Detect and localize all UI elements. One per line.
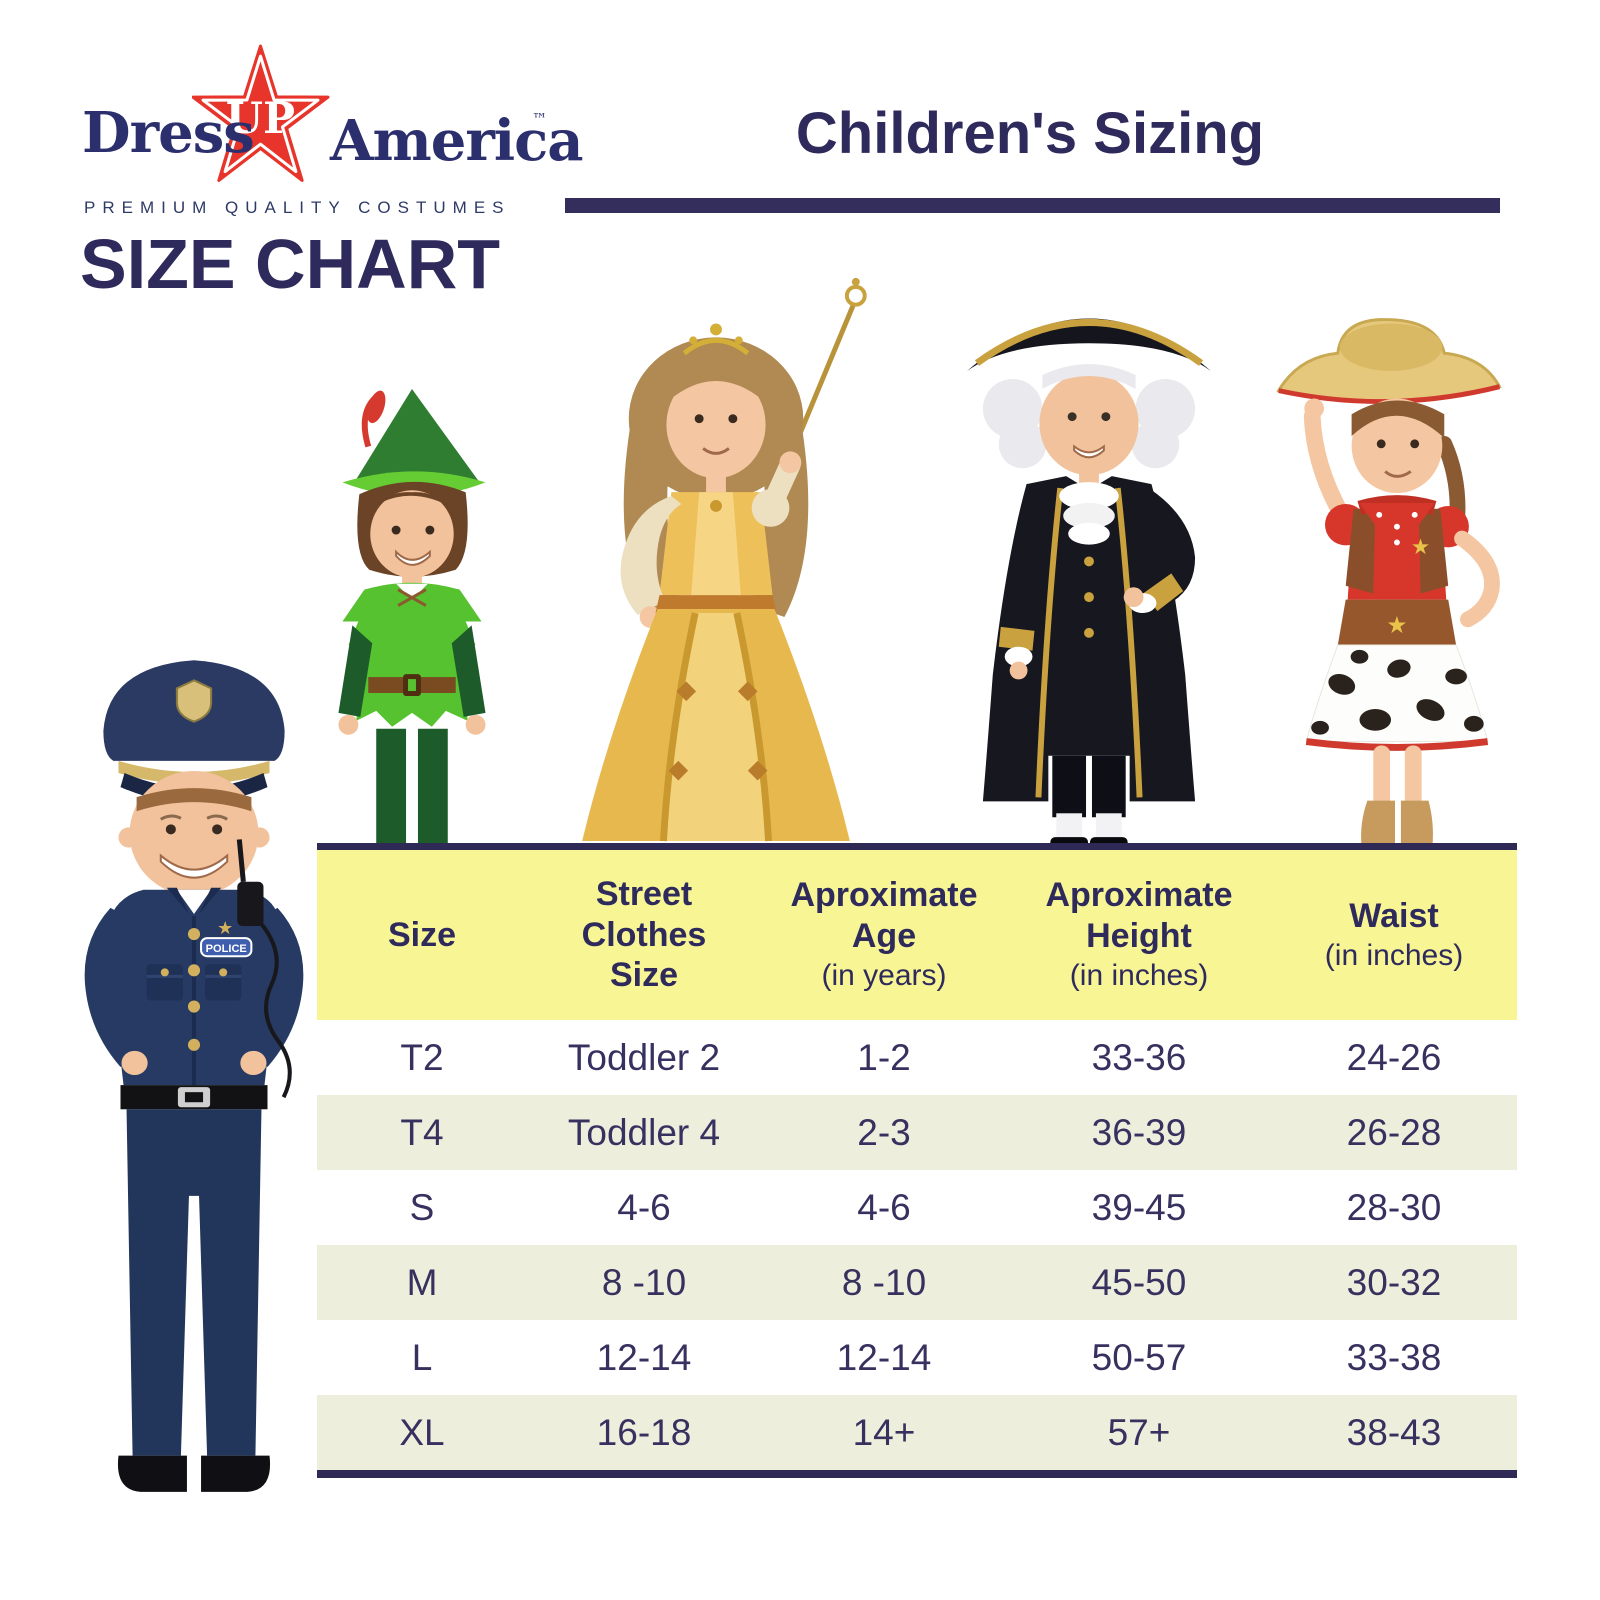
table-row-m: M 8 -10 8 -10 45-50 30-32	[317, 1245, 1517, 1320]
column-label: Waist	[1349, 896, 1439, 935]
cell-age: 12-14	[836, 1336, 932, 1378]
column-header-approximate-height: Aproximate Height (in inches)	[1007, 875, 1271, 994]
column-unit: (in inches)	[1324, 938, 1464, 972]
photo-princess-costume	[518, 268, 915, 848]
column-label: Age	[851, 917, 917, 956]
cell-height: 33-36	[1091, 1036, 1187, 1078]
cell-age: 4-6	[857, 1186, 911, 1228]
page-title: Children's Sizing	[795, 101, 1265, 166]
column-label: Street	[595, 874, 693, 913]
cell-size: M	[406, 1261, 438, 1303]
column-label: Aproximate	[790, 876, 978, 915]
cell-waist: 28-30	[1346, 1186, 1442, 1228]
cell-age: 2-3	[857, 1111, 911, 1153]
column-unit: (in inches)	[1069, 959, 1209, 993]
police-patch-label: POLICE	[206, 943, 247, 955]
size-chart-heading: SIZE CHART	[80, 225, 500, 303]
cell-street-clothes: 8 -10	[601, 1261, 687, 1303]
cell-street-clothes: Toddler 4	[567, 1111, 721, 1153]
belt-star-icon: ★	[1386, 613, 1407, 639]
cell-height: 57+	[1107, 1411, 1171, 1453]
column-label: Height	[1086, 917, 1192, 956]
size-table-header: Size Street Clothes Size Aproximate Age …	[317, 850, 1517, 1020]
photo-colonial-costume	[933, 258, 1245, 848]
badge-star-icon: ★	[217, 918, 233, 938]
cell-age: 8 -10	[841, 1261, 927, 1303]
size-table: Size Street Clothes Size Aproximate Age …	[317, 843, 1517, 1478]
cell-size: T2	[400, 1036, 444, 1078]
cell-street-clothes: Toddler 2	[567, 1036, 721, 1078]
logo-up-text: UP	[226, 94, 295, 144]
cell-size: L	[411, 1336, 433, 1378]
column-label: Aproximate	[1045, 876, 1233, 915]
cell-age: 1-2	[857, 1036, 911, 1078]
cell-street-clothes: 16-18	[596, 1411, 692, 1453]
column-header-approximate-age: Aproximate Age (in years)	[761, 875, 1007, 994]
cell-height: 50-57	[1091, 1336, 1187, 1378]
column-label: Size	[387, 915, 457, 954]
brand-logo: UP Dress America ™ PREMIUM QUALITY COSTU…	[80, 28, 583, 318]
vest-star-icon: ★	[1411, 534, 1430, 559]
cell-age: 14+	[852, 1411, 916, 1453]
cell-waist: 38-43	[1346, 1411, 1442, 1453]
column-label: Size	[609, 956, 679, 995]
cell-size: XL	[399, 1411, 445, 1453]
cell-waist: 24-26	[1346, 1036, 1442, 1078]
logo-word-dress: Dress	[82, 100, 255, 166]
title-underline	[565, 198, 1500, 213]
table-row-l: L 12-14 12-14 50-57 33-38	[317, 1320, 1517, 1395]
cell-height: 39-45	[1091, 1186, 1187, 1228]
photo-cowgirl-costume: ★ ★	[1248, 296, 1540, 848]
column-label: Clothes	[581, 915, 707, 954]
cell-height: 45-50	[1091, 1261, 1187, 1303]
table-row-t2: T2 Toddler 2 1-2 33-36 24-26	[317, 1020, 1517, 1095]
logo-star-icon: UP	[192, 44, 330, 182]
cell-size: T4	[400, 1111, 444, 1153]
cell-street-clothes: 12-14	[596, 1336, 692, 1378]
cell-waist: 26-28	[1346, 1111, 1442, 1153]
column-header-street-clothes-size: Street Clothes Size	[527, 874, 761, 996]
cell-height: 36-39	[1091, 1111, 1187, 1153]
table-row-t4: T4 Toddler 4 2-3 36-39 26-28	[317, 1095, 1517, 1170]
logo-trademark: ™	[532, 110, 547, 128]
column-header-size: Size	[317, 915, 527, 956]
column-unit: (in years)	[821, 959, 947, 993]
logo-word-america: America	[330, 108, 583, 174]
table-row-s: S 4-6 4-6 39-45 28-30	[317, 1170, 1517, 1245]
photo-peter-pan-costume	[283, 383, 540, 845]
column-header-waist: Waist (in inches)	[1271, 896, 1517, 974]
cell-waist: 30-32	[1346, 1261, 1442, 1303]
table-row-xl: XL 16-18 14+ 57+ 38-43	[317, 1395, 1517, 1470]
cell-street-clothes: 4-6	[617, 1186, 671, 1228]
brand-tagline: PREMIUM QUALITY COSTUMES	[84, 198, 511, 217]
cell-waist: 33-38	[1346, 1336, 1442, 1378]
cell-size: S	[409, 1186, 435, 1228]
photo-police-costume: ★ POLICE	[48, 628, 340, 1508]
